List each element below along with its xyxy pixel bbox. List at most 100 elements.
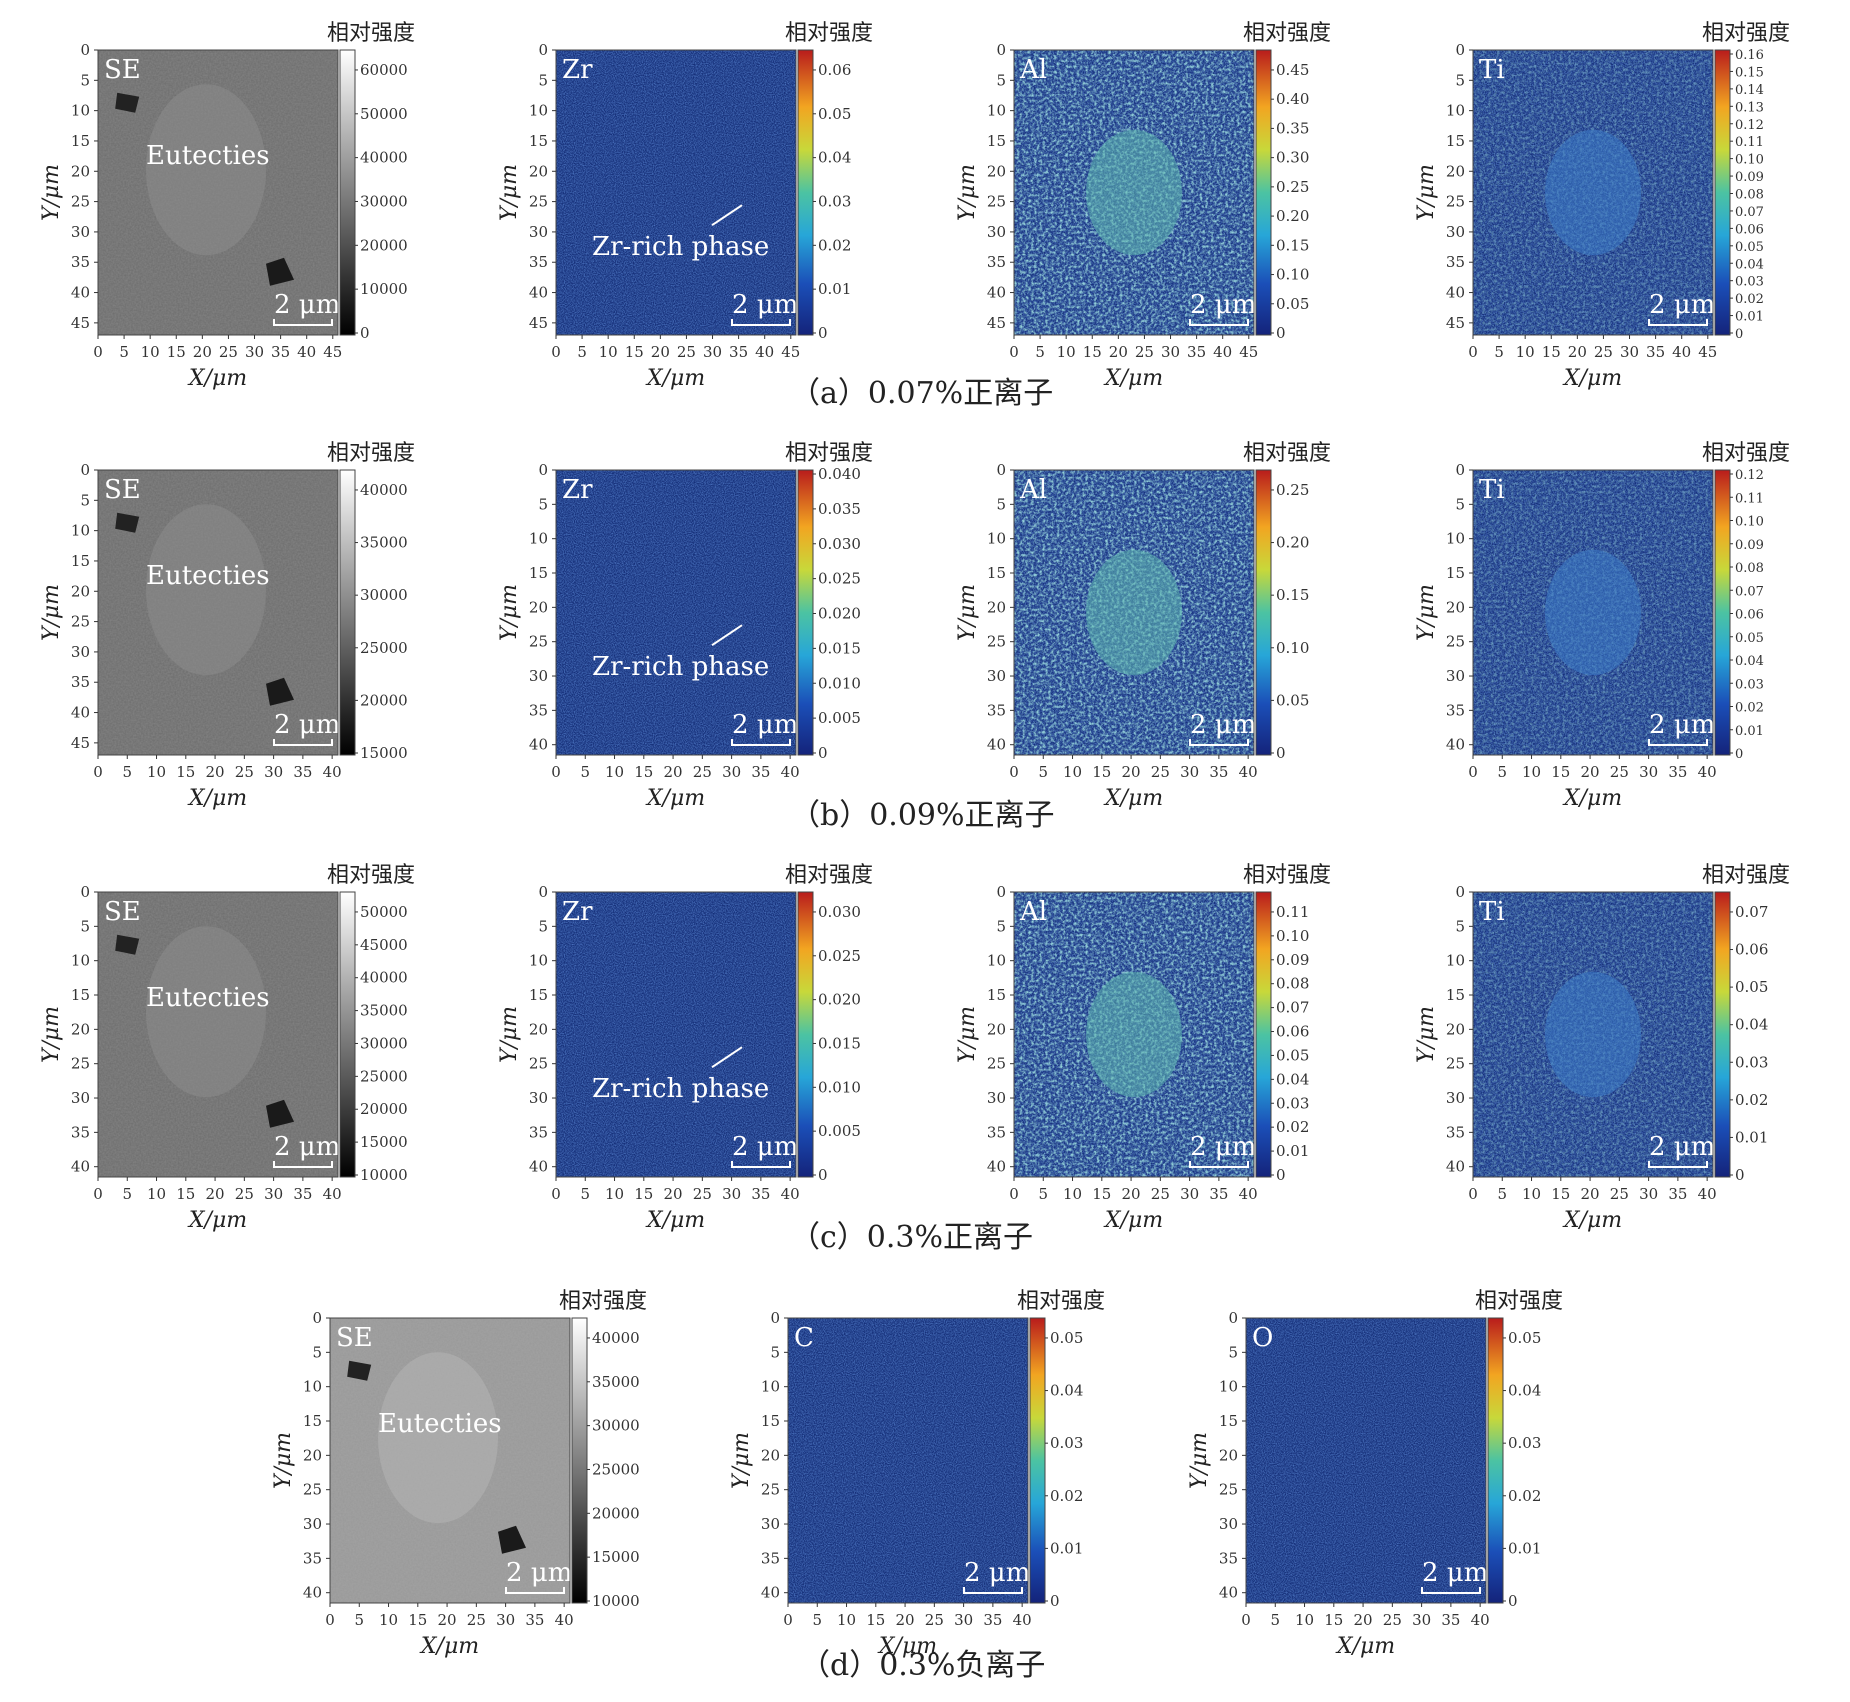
grain-region (1545, 129, 1641, 256)
colorbar-tick-label: 0 (1276, 744, 1286, 762)
x-tick-label: 30 (1639, 763, 1658, 781)
x-tick-label: 40 (1471, 1611, 1490, 1629)
colorbar-title: 相对强度 (1243, 21, 1331, 46)
map-label: Ti (1479, 897, 1505, 927)
y-tick-label: 40 (987, 736, 1006, 754)
y-tick-label: 30 (1446, 223, 1465, 241)
colorbar-tick-label: 0.03 (1735, 1053, 1768, 1071)
scale-bar (505, 1587, 565, 1594)
colorbar (1714, 469, 1731, 756)
colorbar-tick-label: 0.13 (1735, 100, 1764, 115)
map-frame (1013, 469, 1255, 756)
colorbar-tick-label: 15000 (360, 1133, 408, 1151)
annotation-leader (711, 624, 743, 647)
colorbar-tick-label: 10000 (360, 280, 408, 298)
x-tick-label: 25 (235, 763, 254, 781)
colorbar-tick-label: 0.08 (1735, 561, 1764, 576)
map-texture (788, 1318, 1028, 1603)
y-axis-label: Y/μm (39, 584, 64, 641)
scale-bar-label: 2 μm (274, 710, 340, 740)
map-frame (1245, 1317, 1487, 1604)
y-tick-label: 20 (71, 162, 90, 180)
panel-al-2: Al2 μm0 5 10 15 20 25 30 35 400510152025303540X/… (955, 863, 1331, 1233)
y-tick-label: 35 (1446, 253, 1465, 271)
colorbar (797, 469, 814, 756)
map-frame (329, 1317, 571, 1604)
y-axis-label: Y/μm (1414, 1006, 1439, 1063)
x-tick-label: 10 (141, 343, 160, 361)
y-tick-label: 5 (1455, 495, 1465, 513)
x-tick-label: 10 (837, 1611, 856, 1629)
y-axis-label: Y/μm (1187, 1432, 1212, 1489)
x-tick-label: 10 (1295, 1611, 1314, 1629)
colorbar-tick-label: 0.10 (1276, 927, 1309, 945)
x-tick-label: 40 (323, 1185, 342, 1203)
colorbar-tick-label: 25000 (360, 1067, 408, 1085)
x-axis-label: X/μm (645, 1208, 705, 1233)
x-tick-label: 0 (1241, 1611, 1251, 1629)
x-tick-label: 5 (580, 763, 590, 781)
y-tick-label: 30 (987, 223, 1006, 241)
y-tick-label: 20 (71, 582, 90, 600)
colorbar-tick-label: 35000 (360, 1002, 408, 1020)
panel-ti-1: Ti2 μm0 5 10 15 20 25 30 35 400510152025303540X/… (1414, 441, 1790, 811)
y-tick-label: 5 (538, 495, 548, 513)
x-tick-label: 35 (1668, 763, 1687, 781)
colorbar (1714, 891, 1731, 1178)
y-tick-label: 35 (1219, 1549, 1238, 1567)
colorbar-tick-label: 0.015 (818, 1034, 861, 1052)
colorbar-tick-label: 50000 (360, 105, 408, 123)
grain-region (1086, 129, 1182, 256)
colorbar-tick-label: 25000 (592, 1460, 640, 1478)
panel-se-1: SE Eutecties 2 μm 0 5 10 15 20 25 30 35 40 0 5 10 15 20 2… (39, 441, 415, 811)
x-tick-label: 30 (1180, 763, 1199, 781)
colorbar-tick-label: 0 (1508, 1592, 1518, 1610)
colorbar-tick-label: 0.05 (1508, 1329, 1541, 1347)
x-tick-label: 5 (122, 1185, 132, 1203)
scale-bar-label: 2 μm (274, 1132, 340, 1162)
colorbar-title: 相对强度 (1475, 1289, 1563, 1314)
x-tick-label: 0 (93, 343, 103, 361)
colorbar-tick-label: 0.20 (1276, 534, 1309, 552)
x-tick-label: 40 (1213, 343, 1232, 361)
x-tick-label: 35 (1209, 1185, 1228, 1203)
x-tick-label: 15 (634, 1185, 653, 1203)
y-tick-label: 10 (987, 102, 1006, 120)
colorbar-tick-label: 0.01 (1508, 1539, 1541, 1557)
colorbar (1487, 1317, 1504, 1604)
y-tick-label: 40 (529, 1158, 548, 1176)
x-tick-label: 40 (781, 1185, 800, 1203)
x-tick-label: 35 (1187, 343, 1206, 361)
x-tick-label: 10 (379, 1611, 398, 1629)
colorbar (1255, 49, 1272, 336)
colorbar-tick-label: 0.02 (1276, 1118, 1309, 1136)
colorbar-tick-label: 0.025 (818, 947, 861, 965)
map-frame (1472, 49, 1714, 336)
y-tick-label: 10 (761, 1378, 780, 1396)
y-tick-label: 40 (303, 1584, 322, 1602)
y-tick-label: 5 (80, 71, 90, 89)
x-tick-label: 5 (1038, 1185, 1048, 1203)
colorbar-tick-label: 0.05 (1050, 1329, 1083, 1347)
annotation-text: Eutecties (378, 1409, 502, 1439)
colorbar-tick-label: 0.040 (818, 465, 861, 483)
x-tick-label: 40 (1239, 1185, 1258, 1203)
annotation-text: Eutecties (146, 141, 270, 171)
y-tick-label: 45 (71, 314, 90, 332)
y-tick-label: 10 (303, 1378, 322, 1396)
x-tick-label: 30 (722, 763, 741, 781)
y-tick-label: 15 (529, 986, 548, 1004)
x-axis-label: X/μm (187, 366, 247, 391)
inclusion (115, 934, 140, 955)
x-tick-label: 5 (354, 1611, 364, 1629)
x-tick-label: 20 (438, 1611, 457, 1629)
colorbar-tick-label: 0.04 (1276, 1070, 1309, 1088)
colorbar-tick-label: 0.01 (1735, 1128, 1768, 1146)
colorbar-tick-label: 0.02 (1735, 701, 1764, 716)
x-tick-label: 0 (93, 763, 103, 781)
colorbar-tick-label: 0.35 (1276, 119, 1309, 137)
x-tick-label: 45 (1698, 343, 1717, 361)
y-tick-label: 30 (529, 667, 548, 685)
